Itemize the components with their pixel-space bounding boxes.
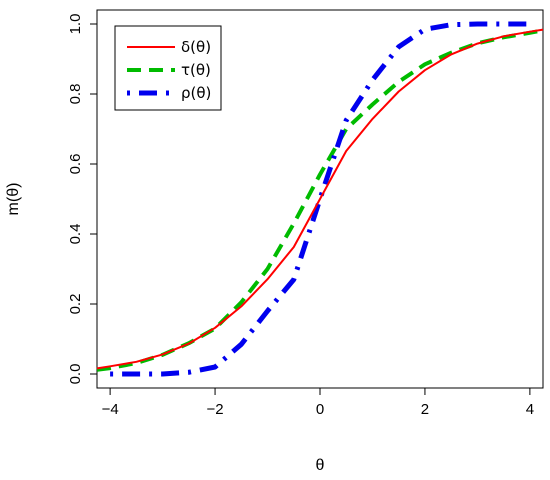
x-tick-label: 4 (526, 401, 534, 418)
legend: δ(θ) τ(θ) ρ(θ) (114, 25, 222, 111)
x-tick-label: 0 (316, 401, 324, 418)
y-tick-label: 0.6 (67, 154, 84, 175)
x-tick-label: −4 (102, 401, 119, 418)
x-tick-label: 2 (421, 401, 429, 418)
legend-label-2: ρ(θ) (181, 84, 211, 102)
legend-label-0: δ(θ) (181, 38, 211, 56)
x-axis: −4 −2 0 2 4 (102, 387, 534, 418)
legend-label-1: τ(θ) (181, 61, 211, 79)
y-axis-title: m(θ) (5, 183, 22, 216)
y-tick-label: 0.2 (67, 294, 84, 315)
x-tick-label: −2 (207, 401, 224, 418)
series-layer (96, 21, 544, 377)
x-axis-title: θ (316, 457, 325, 474)
series-line-0 (96, 28, 544, 370)
series-line-2 (110, 21, 530, 377)
y-tick-label: 0.4 (67, 224, 84, 245)
y-tick-label: 0.8 (67, 84, 84, 105)
y-axis: 0.0 0.2 0.4 0.6 0.8 1.0 (67, 14, 98, 385)
y-tick-label: 1.0 (67, 14, 84, 35)
y-tick-label: 0.0 (67, 364, 84, 385)
